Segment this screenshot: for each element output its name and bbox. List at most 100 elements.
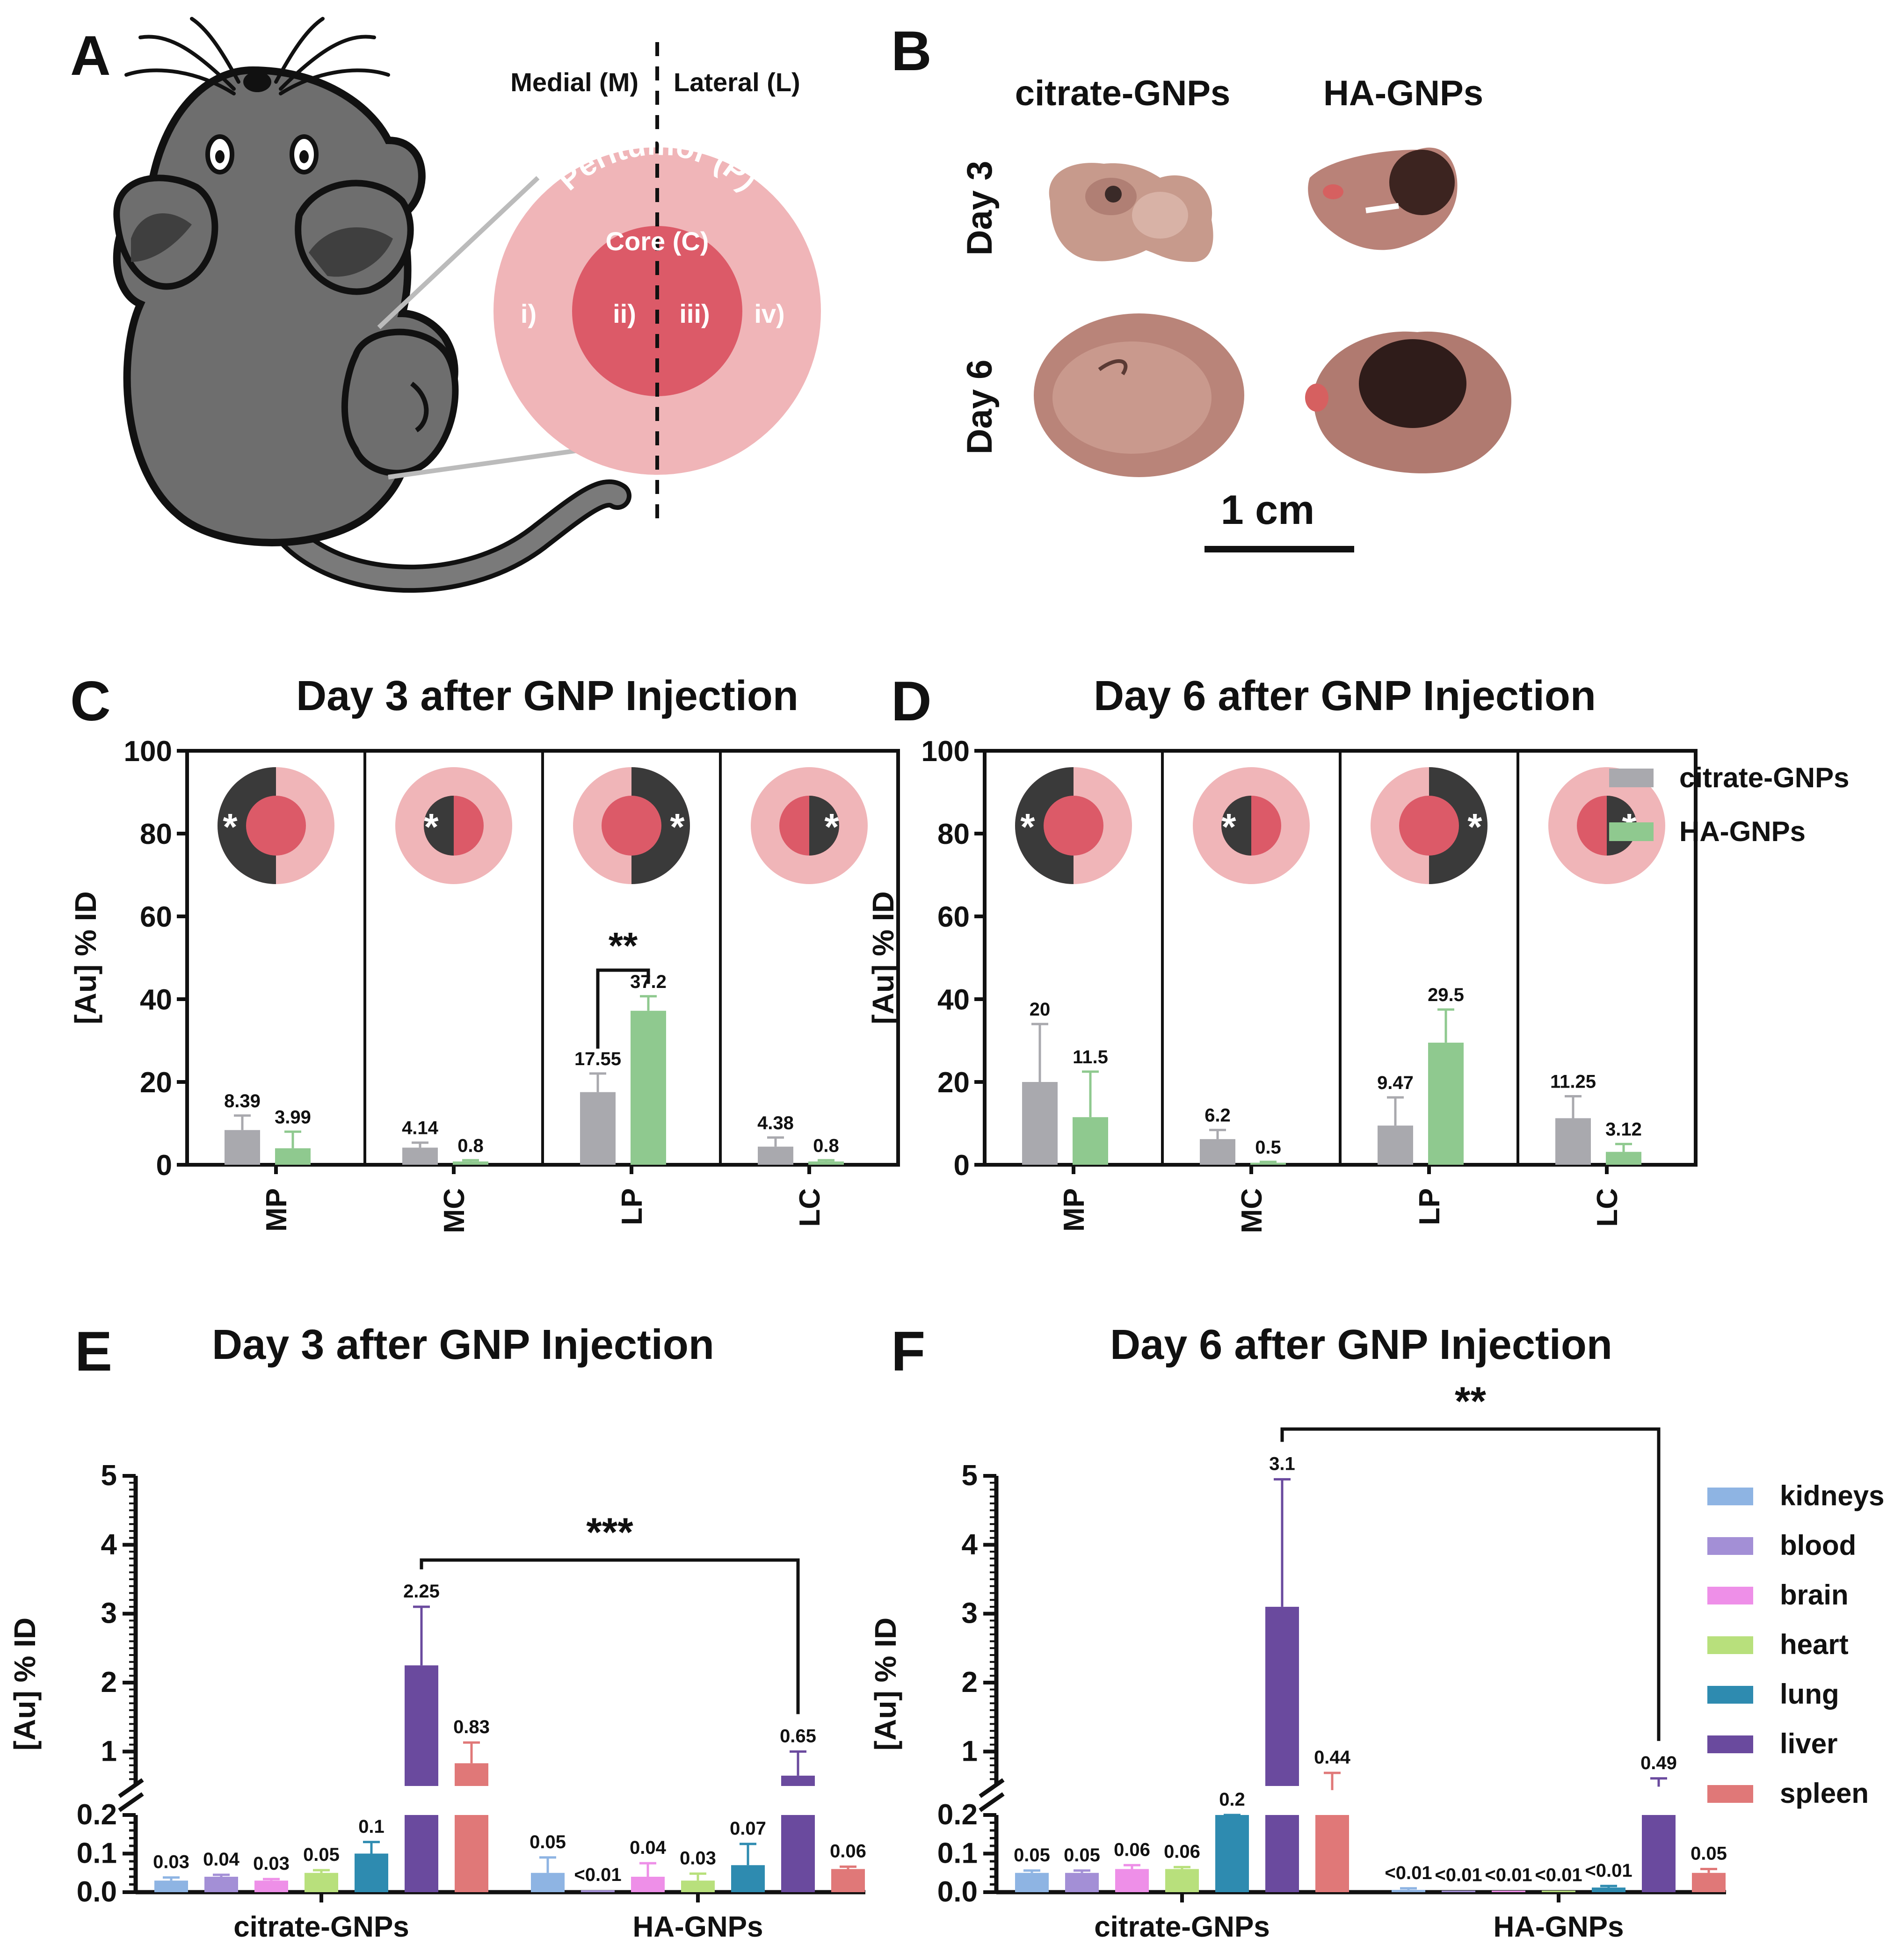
axis-break-mark (979, 1778, 1005, 1798)
y-tick-label: 2 (962, 1666, 978, 1699)
legend-label: liver (1780, 1728, 1837, 1759)
bar-value-label: 29.5 (1428, 985, 1464, 1005)
bar-HA-GNPs-spleen (831, 1869, 865, 1892)
bar-citrate-GNPs-liver-upper (405, 1665, 438, 1786)
bar-value-label: 0.06 (1114, 1839, 1150, 1860)
axis-break-mark (118, 1778, 144, 1798)
legend-swatch (1707, 1686, 1753, 1704)
bar-value-label: 0.05 (303, 1844, 340, 1865)
region-icon-asterisk: * (424, 806, 439, 848)
chart-e: Day 3 after GNP Injection [Au] % ID 0.0 0.1… (8, 1321, 866, 1943)
chart-title: Day 3 after GNP Injection (296, 673, 798, 719)
region-icon-core (246, 796, 306, 856)
bar-value-label: 0.05 (530, 1832, 566, 1852)
zoom-line-top (377, 176, 540, 329)
photo-col-citrate: citrate-GNPs (1015, 73, 1230, 113)
bar-citrate-GNPs-heart (1165, 1869, 1199, 1892)
y-tick-label: 0.0 (937, 1876, 978, 1908)
bar-HA-GNPs-kidneys (1392, 1890, 1425, 1892)
significance-marker: ** (1455, 1379, 1486, 1424)
y-tick-label: 20 (140, 1067, 172, 1099)
photo-row-day6: Day 6 (960, 360, 1000, 455)
legend-label: spleen (1780, 1778, 1869, 1809)
bar-HA-GNPs-brain (1492, 1890, 1525, 1892)
region-icon-asterisk: * (223, 806, 238, 848)
bar-citrate-GNPs-lung (1215, 1815, 1249, 1892)
chart-d: Day 6 after GNP Injection [Au] % ID 0 20 40 6… (866, 673, 1849, 1233)
chart-title: Day 6 after GNP Injection (1094, 673, 1596, 719)
y-tick-label: 80 (937, 818, 970, 850)
legend-label: kidneys (1780, 1480, 1884, 1511)
x-tick-label: HA-GNPs (1493, 1911, 1624, 1943)
legend-label: citrate-GNPs (1679, 762, 1849, 793)
bar-value-label: 9.47 (1377, 1073, 1414, 1093)
bar-citrate-GNPs-liver-upper (1265, 1606, 1299, 1786)
bar-value-label: 20 (1030, 999, 1051, 1020)
significance-bracket (420, 1558, 800, 1714)
bar-value-label: 0.05 (1691, 1844, 1727, 1864)
mouse-nose (243, 72, 271, 92)
y-tick-label: 40 (140, 984, 172, 1016)
x-tick-label: MP (261, 1188, 293, 1232)
bar-value-label: 0.44 (1314, 1747, 1351, 1768)
bar-MP-citrate-GNPs (1022, 1082, 1058, 1165)
x-tick-label: LC (1591, 1188, 1624, 1227)
bar-citrate-GNPs-spleen-lower (1315, 1815, 1349, 1892)
region-icon-asterisk: * (824, 806, 839, 848)
x-tick-label: MC (1236, 1188, 1268, 1233)
x-tick-label: citrate-GNPs (233, 1911, 409, 1943)
significance-bracket (1280, 1427, 1661, 1741)
bar-LC-HA-GNPs (1606, 1152, 1641, 1165)
scale-bar (1204, 546, 1354, 552)
bar-HA-GNPs-lung (731, 1865, 765, 1892)
lateral-label: Lateral (L) (674, 67, 800, 97)
bar-value-label: 0.06 (1164, 1841, 1200, 1862)
bar-citrate-GNPs-liver-lower (1265, 1815, 1299, 1892)
bar-HA-GNPs-blood (581, 1890, 615, 1892)
bar-HA-GNPs-liver-lower (1642, 1815, 1676, 1892)
region-icon-asterisk: * (1221, 806, 1236, 848)
bar-LP-citrate-GNPs (580, 1092, 616, 1165)
bar-citrate-GNPs-blood (204, 1877, 238, 1892)
chart-title: Day 6 after GNP Injection (1110, 1321, 1612, 1368)
bar-HA-GNPs-blood (1442, 1890, 1475, 1892)
bar-value-label: 0.8 (813, 1135, 839, 1156)
legend-label: heart (1780, 1629, 1849, 1660)
bar-HA-GNPs-heart (1542, 1890, 1575, 1892)
y-tick-label: 60 (937, 901, 970, 933)
region-icon-highlight (424, 796, 454, 856)
bar-citrate-GNPs-kidneys (1015, 1873, 1049, 1892)
legend-swatch (1707, 1587, 1753, 1604)
bar-LP-citrate-GNPs (1378, 1125, 1413, 1165)
bar-value-label: 0.05 (1014, 1845, 1050, 1866)
bar-value-label: 0.49 (1640, 1753, 1677, 1773)
medial-label: Medial (M) (510, 67, 639, 97)
bar-citrate-GNPs-blood (1065, 1873, 1099, 1892)
legend-swatch (1707, 1537, 1753, 1555)
bar-citrate-GNPs-kidneys (154, 1880, 188, 1892)
y-axis-label: [Au] % ID (8, 1618, 42, 1750)
axis-break-mark (979, 1792, 1005, 1812)
x-tick-label: MC (438, 1188, 471, 1233)
y-tick-label: 0 (156, 1149, 172, 1182)
photo-col-ha: HA-GNPs (1323, 73, 1483, 113)
bar-HA-GNPs-lung (1592, 1887, 1625, 1892)
legend-swatch (1609, 769, 1654, 787)
y-tick-label: 0 (954, 1149, 970, 1182)
y-axis-label: [Au] % ID (869, 1618, 902, 1750)
legend-label: brain (1780, 1579, 1849, 1611)
bar-MP-citrate-GNPs (225, 1130, 260, 1165)
bar-value-label: 0.83 (453, 1717, 490, 1737)
bar-value-label: 0.06 (830, 1841, 866, 1862)
bar-HA-GNPs-brain (631, 1877, 665, 1892)
bar-HA-GNPs-kidneys (531, 1873, 565, 1892)
panel-label-c: C (70, 670, 111, 733)
legend-swatch (1707, 1735, 1753, 1753)
significance-bracket (596, 968, 650, 1049)
chart-c: Day 3 after GNP Injection [Au] % ID 0 20 40 6… (69, 673, 900, 1233)
mouse-illustration: Medial (M) Lateral (L) Peritumor (P) Cor… (113, 17, 821, 593)
bar-value-label: <0.01 (574, 1865, 621, 1885)
legend-swatch (1609, 822, 1654, 841)
bar-value-label: 11.25 (1550, 1072, 1596, 1092)
bar-value-label: 4.14 (402, 1118, 439, 1139)
